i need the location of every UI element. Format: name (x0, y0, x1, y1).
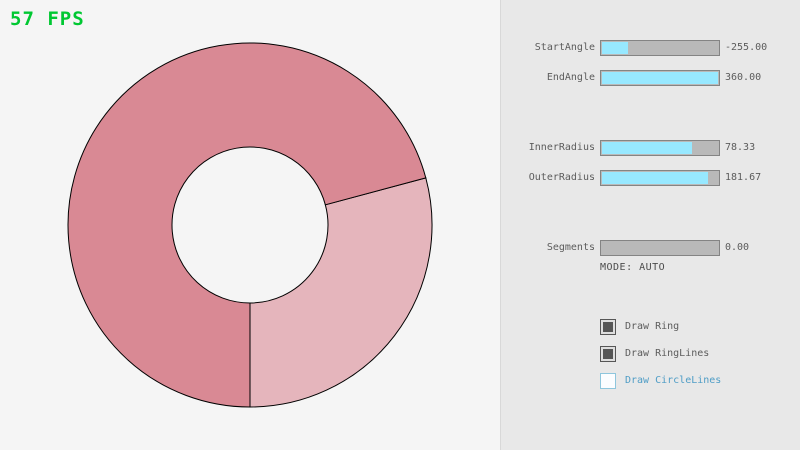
checkbox-row-draw-ringlines: Draw RingLines (600, 346, 709, 362)
checkbox-label: Draw RingLines (625, 348, 710, 359)
slider-label: EndAngle (546, 72, 595, 83)
slider-fill (602, 42, 628, 54)
slider-row-segments: Segments 0.00 (0, 240, 800, 256)
mode-label: MODE: AUTO (600, 262, 666, 273)
ring-svg (67, 42, 433, 408)
endangle-slider[interactable] (600, 70, 720, 86)
slider-label: InnerRadius (528, 142, 595, 153)
slider-label: StartAngle (534, 42, 595, 53)
slider-value: -255.00 (725, 42, 768, 53)
slider-row-endangle: EndAngle 360.00 (0, 70, 800, 86)
slider-label: OuterRadius (528, 172, 595, 183)
slider-fill (602, 172, 708, 184)
slider-row-startangle: StartAngle -255.00 (0, 40, 800, 56)
slider-fill (602, 142, 692, 154)
slider-value: 360.00 (725, 72, 762, 83)
checkbox-row-draw-circlelines: Draw CircleLines (600, 373, 721, 389)
slider-label: Segments (546, 242, 595, 253)
checkbox-label: Draw Ring (625, 321, 680, 332)
innerradius-slider[interactable] (600, 140, 720, 156)
outerradius-slider[interactable] (600, 170, 720, 186)
draw-ring-checkbox[interactable] (600, 319, 616, 335)
draw-ringlines-checkbox[interactable] (600, 346, 616, 362)
draw-circlelines-checkbox[interactable] (600, 373, 616, 389)
slider-value: 181.67 (725, 172, 762, 183)
startangle-slider[interactable] (600, 40, 720, 56)
segments-slider[interactable] (600, 240, 720, 256)
slider-value: 0.00 (725, 242, 750, 253)
slider-fill (602, 72, 718, 84)
slider-value: 78.33 (725, 142, 756, 153)
fps-counter: 57 FPS (10, 8, 85, 30)
checkbox-label: Draw CircleLines (625, 375, 722, 386)
slider-row-innerradius: InnerRadius 78.33 (0, 140, 800, 156)
slider-row-outerradius: OuterRadius 181.67 (0, 170, 800, 186)
checkbox-row-draw-ring: Draw Ring (600, 319, 679, 335)
ring (67, 42, 433, 408)
